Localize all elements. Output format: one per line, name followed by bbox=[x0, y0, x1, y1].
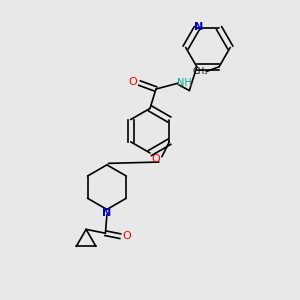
Text: CH₃: CH₃ bbox=[192, 67, 208, 76]
Text: O: O bbox=[152, 154, 160, 164]
Text: N: N bbox=[102, 208, 112, 218]
Text: O: O bbox=[122, 231, 131, 241]
Text: N: N bbox=[194, 22, 203, 32]
Text: NH: NH bbox=[177, 78, 192, 88]
Text: O: O bbox=[129, 76, 137, 87]
